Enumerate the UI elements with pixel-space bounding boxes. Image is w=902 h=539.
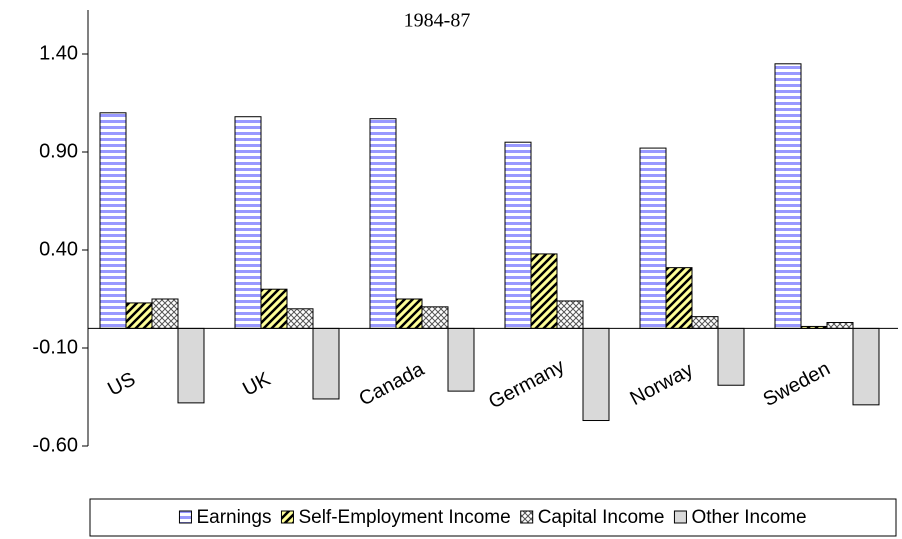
legend-swatch <box>280 510 294 524</box>
bar <box>774 63 802 329</box>
legend-swatch <box>673 510 687 524</box>
bar <box>260 288 288 329</box>
y-tick-label: -0.10 <box>32 336 78 358</box>
bar <box>421 306 449 329</box>
bar <box>639 147 667 329</box>
x-tick-label: Sweden <box>760 358 834 411</box>
bar <box>530 253 558 329</box>
bar <box>286 308 314 329</box>
x-tick-label: Norway <box>627 359 697 410</box>
bar <box>852 327 880 406</box>
legend-swatch <box>520 510 534 524</box>
x-tick-label: Canada <box>356 358 429 411</box>
legend-label: Capital Income <box>538 507 665 528</box>
x-tick-label: Germany <box>485 355 568 413</box>
bar <box>151 298 179 329</box>
bar <box>665 267 693 329</box>
chart-title: 1984-87 <box>404 10 471 32</box>
bar <box>691 316 719 329</box>
bar <box>312 327 340 400</box>
bar <box>234 116 262 329</box>
x-tick-label: UK <box>239 368 274 401</box>
y-tick-label: -0.60 <box>32 434 78 456</box>
bar <box>717 327 745 386</box>
bar <box>582 327 610 422</box>
bar <box>447 327 475 392</box>
legend-label: Self-Employment Income <box>298 507 510 528</box>
x-tick-label: US <box>104 368 139 400</box>
legend-box <box>89 498 897 537</box>
legend-swatch <box>178 510 192 524</box>
bar <box>177 327 205 404</box>
bar <box>556 300 584 329</box>
y-tick-label: 1.40 <box>39 42 78 64</box>
bar <box>826 322 854 329</box>
legend-label: Earnings <box>196 507 271 528</box>
bar <box>369 118 397 329</box>
bar <box>125 302 153 329</box>
bar <box>504 141 532 329</box>
y-tick-label: 0.40 <box>39 238 78 260</box>
bar <box>395 298 423 329</box>
legend-label: Other Income <box>691 507 806 528</box>
bar <box>99 112 127 329</box>
y-tick-label: 0.90 <box>39 140 78 162</box>
